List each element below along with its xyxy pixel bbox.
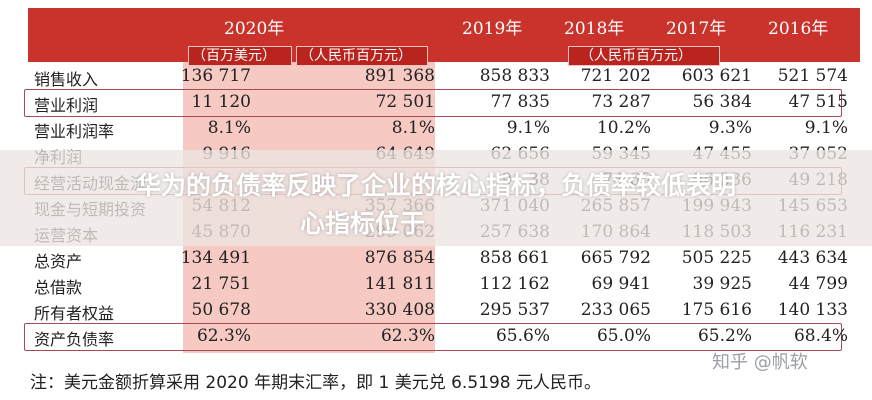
row-label: 营业利润 bbox=[34, 96, 99, 115]
cell-y2017: 603 621 bbox=[681, 66, 752, 86]
row-label: 总借款 bbox=[34, 278, 83, 297]
cell-y2016: 521 574 bbox=[777, 66, 848, 86]
unit-rmb-prior: （人民币百万元） bbox=[580, 48, 692, 64]
cell-usd2020: 11 120 bbox=[191, 92, 251, 112]
cell-y2018: 233 065 bbox=[580, 300, 651, 320]
cell-y2016: 140 133 bbox=[777, 300, 848, 320]
table-row: 营业利润率 8.1% 8.1% 9.1% 10.2% 9.3% 9.1% bbox=[28, 116, 860, 141]
cell-y2019: 112 162 bbox=[479, 274, 550, 294]
table-header: 2020年 2019年 2018年 2017年 2016年 （百万美元） （人民… bbox=[28, 8, 860, 66]
footnote: 注：美元金额折算采用 2020 年期末汇率，即 1 美元兑 6.5198 元人民… bbox=[30, 373, 601, 393]
unit-box-rmb-2020 bbox=[296, 46, 428, 66]
header-year-2017: 2017年 bbox=[666, 19, 727, 39]
cell-y2017: 9.3% bbox=[708, 118, 752, 138]
table-row: 资产负债率 62.3% 62.3% 65.6% 65.0% 65.2% 68.4% bbox=[28, 324, 860, 349]
cell-y2016: 443 634 bbox=[777, 248, 848, 268]
cell-y2016: 47 515 bbox=[788, 92, 848, 112]
header-year-2020: 2020年 bbox=[224, 19, 285, 39]
cell-rmb2020: 72 501 bbox=[375, 92, 435, 112]
unit-box-rmb-prior bbox=[568, 46, 720, 66]
cell-usd2020: 8.1% bbox=[207, 118, 251, 138]
cell-rmb2020: 141 811 bbox=[364, 274, 435, 294]
cell-y2017: 65.2% bbox=[697, 326, 752, 346]
cell-y2018: 665 792 bbox=[580, 248, 651, 268]
cell-usd2020: 50 678 bbox=[191, 300, 251, 320]
cell-rmb2020: 891 368 bbox=[364, 66, 435, 86]
cell-y2019: 77 835 bbox=[490, 92, 550, 112]
header-year-2018: 2018年 bbox=[564, 19, 625, 39]
cell-usd2020: 62.3% bbox=[196, 326, 251, 346]
highlight-border-debt-ratio bbox=[24, 323, 842, 351]
cell-y2017: 39 925 bbox=[692, 274, 752, 294]
cell-usd2020: 136 717 bbox=[180, 66, 251, 86]
cell-usd2020: 134 491 bbox=[180, 248, 251, 268]
unit-rmb-2020: （人民币百万元） bbox=[300, 48, 412, 64]
overlay-banner-line2: 心指标位于 bbox=[300, 209, 426, 238]
header-year-2019: 2019年 bbox=[462, 19, 523, 39]
table-row: 所有者权益 50 678 330 408 295 537 233 065 175 616 1… bbox=[28, 298, 860, 323]
cell-y2018: 73 287 bbox=[591, 92, 651, 112]
cell-y2018: 65.0% bbox=[596, 326, 651, 346]
cell-y2017: 505 225 bbox=[681, 248, 752, 268]
cell-y2018: 69 941 bbox=[591, 274, 651, 294]
cell-rmb2020: 62.3% bbox=[380, 326, 435, 346]
table-row: 总借款 21 751 141 811 112 162 69 941 39 925 44 79… bbox=[28, 272, 860, 297]
highlight-border-operating-profit bbox=[24, 89, 842, 117]
cell-y2017: 175 616 bbox=[681, 300, 752, 320]
cell-y2019: 65.6% bbox=[495, 326, 550, 346]
cell-usd2020: 21 751 bbox=[191, 274, 251, 294]
cell-y2016: 9.1% bbox=[804, 118, 848, 138]
unit-box-usd bbox=[188, 46, 292, 66]
cell-y2019: 9.1% bbox=[506, 118, 550, 138]
overlay-banner-line1: 华为的负债率反映了企业的核心指标，负债率较低表明 bbox=[135, 171, 736, 200]
row-label: 营业利润率 bbox=[34, 122, 115, 141]
cell-y2017: 56 384 bbox=[692, 92, 752, 112]
row-label: 所有者权益 bbox=[34, 304, 115, 323]
watermark: 知乎 @帆软 bbox=[712, 352, 808, 373]
table-row: 营业利润 11 120 72 501 77 835 73 287 56 384 47 515 bbox=[28, 90, 860, 115]
cell-y2019: 858 661 bbox=[479, 248, 550, 268]
cell-y2016: 44 799 bbox=[788, 274, 848, 294]
cell-rmb2020: 876 854 bbox=[364, 248, 435, 268]
cell-y2016: 68.4% bbox=[793, 326, 848, 346]
cell-y2019: 295 537 bbox=[479, 300, 550, 320]
table-row: 总资产 134 491 876 854 858 661 665 792 505 225 44… bbox=[28, 246, 860, 271]
cell-rmb2020: 330 408 bbox=[364, 300, 435, 320]
cell-y2018: 721 202 bbox=[580, 66, 651, 86]
cell-rmb2020: 8.1% bbox=[391, 118, 435, 138]
row-label: 资产负债率 bbox=[34, 330, 115, 349]
row-label: 总资产 bbox=[34, 252, 83, 271]
row-label: 销售收入 bbox=[34, 70, 99, 89]
cell-y2018: 10.2% bbox=[596, 118, 651, 138]
unit-usd: （百万美元） bbox=[192, 48, 276, 64]
header-year-2016: 2016年 bbox=[768, 19, 829, 39]
cell-y2019: 858 833 bbox=[479, 66, 550, 86]
overlay-banner bbox=[0, 150, 872, 246]
table-row: 销售收入 136 717 891 368 858 833 721 202 603 621 5… bbox=[28, 64, 860, 89]
